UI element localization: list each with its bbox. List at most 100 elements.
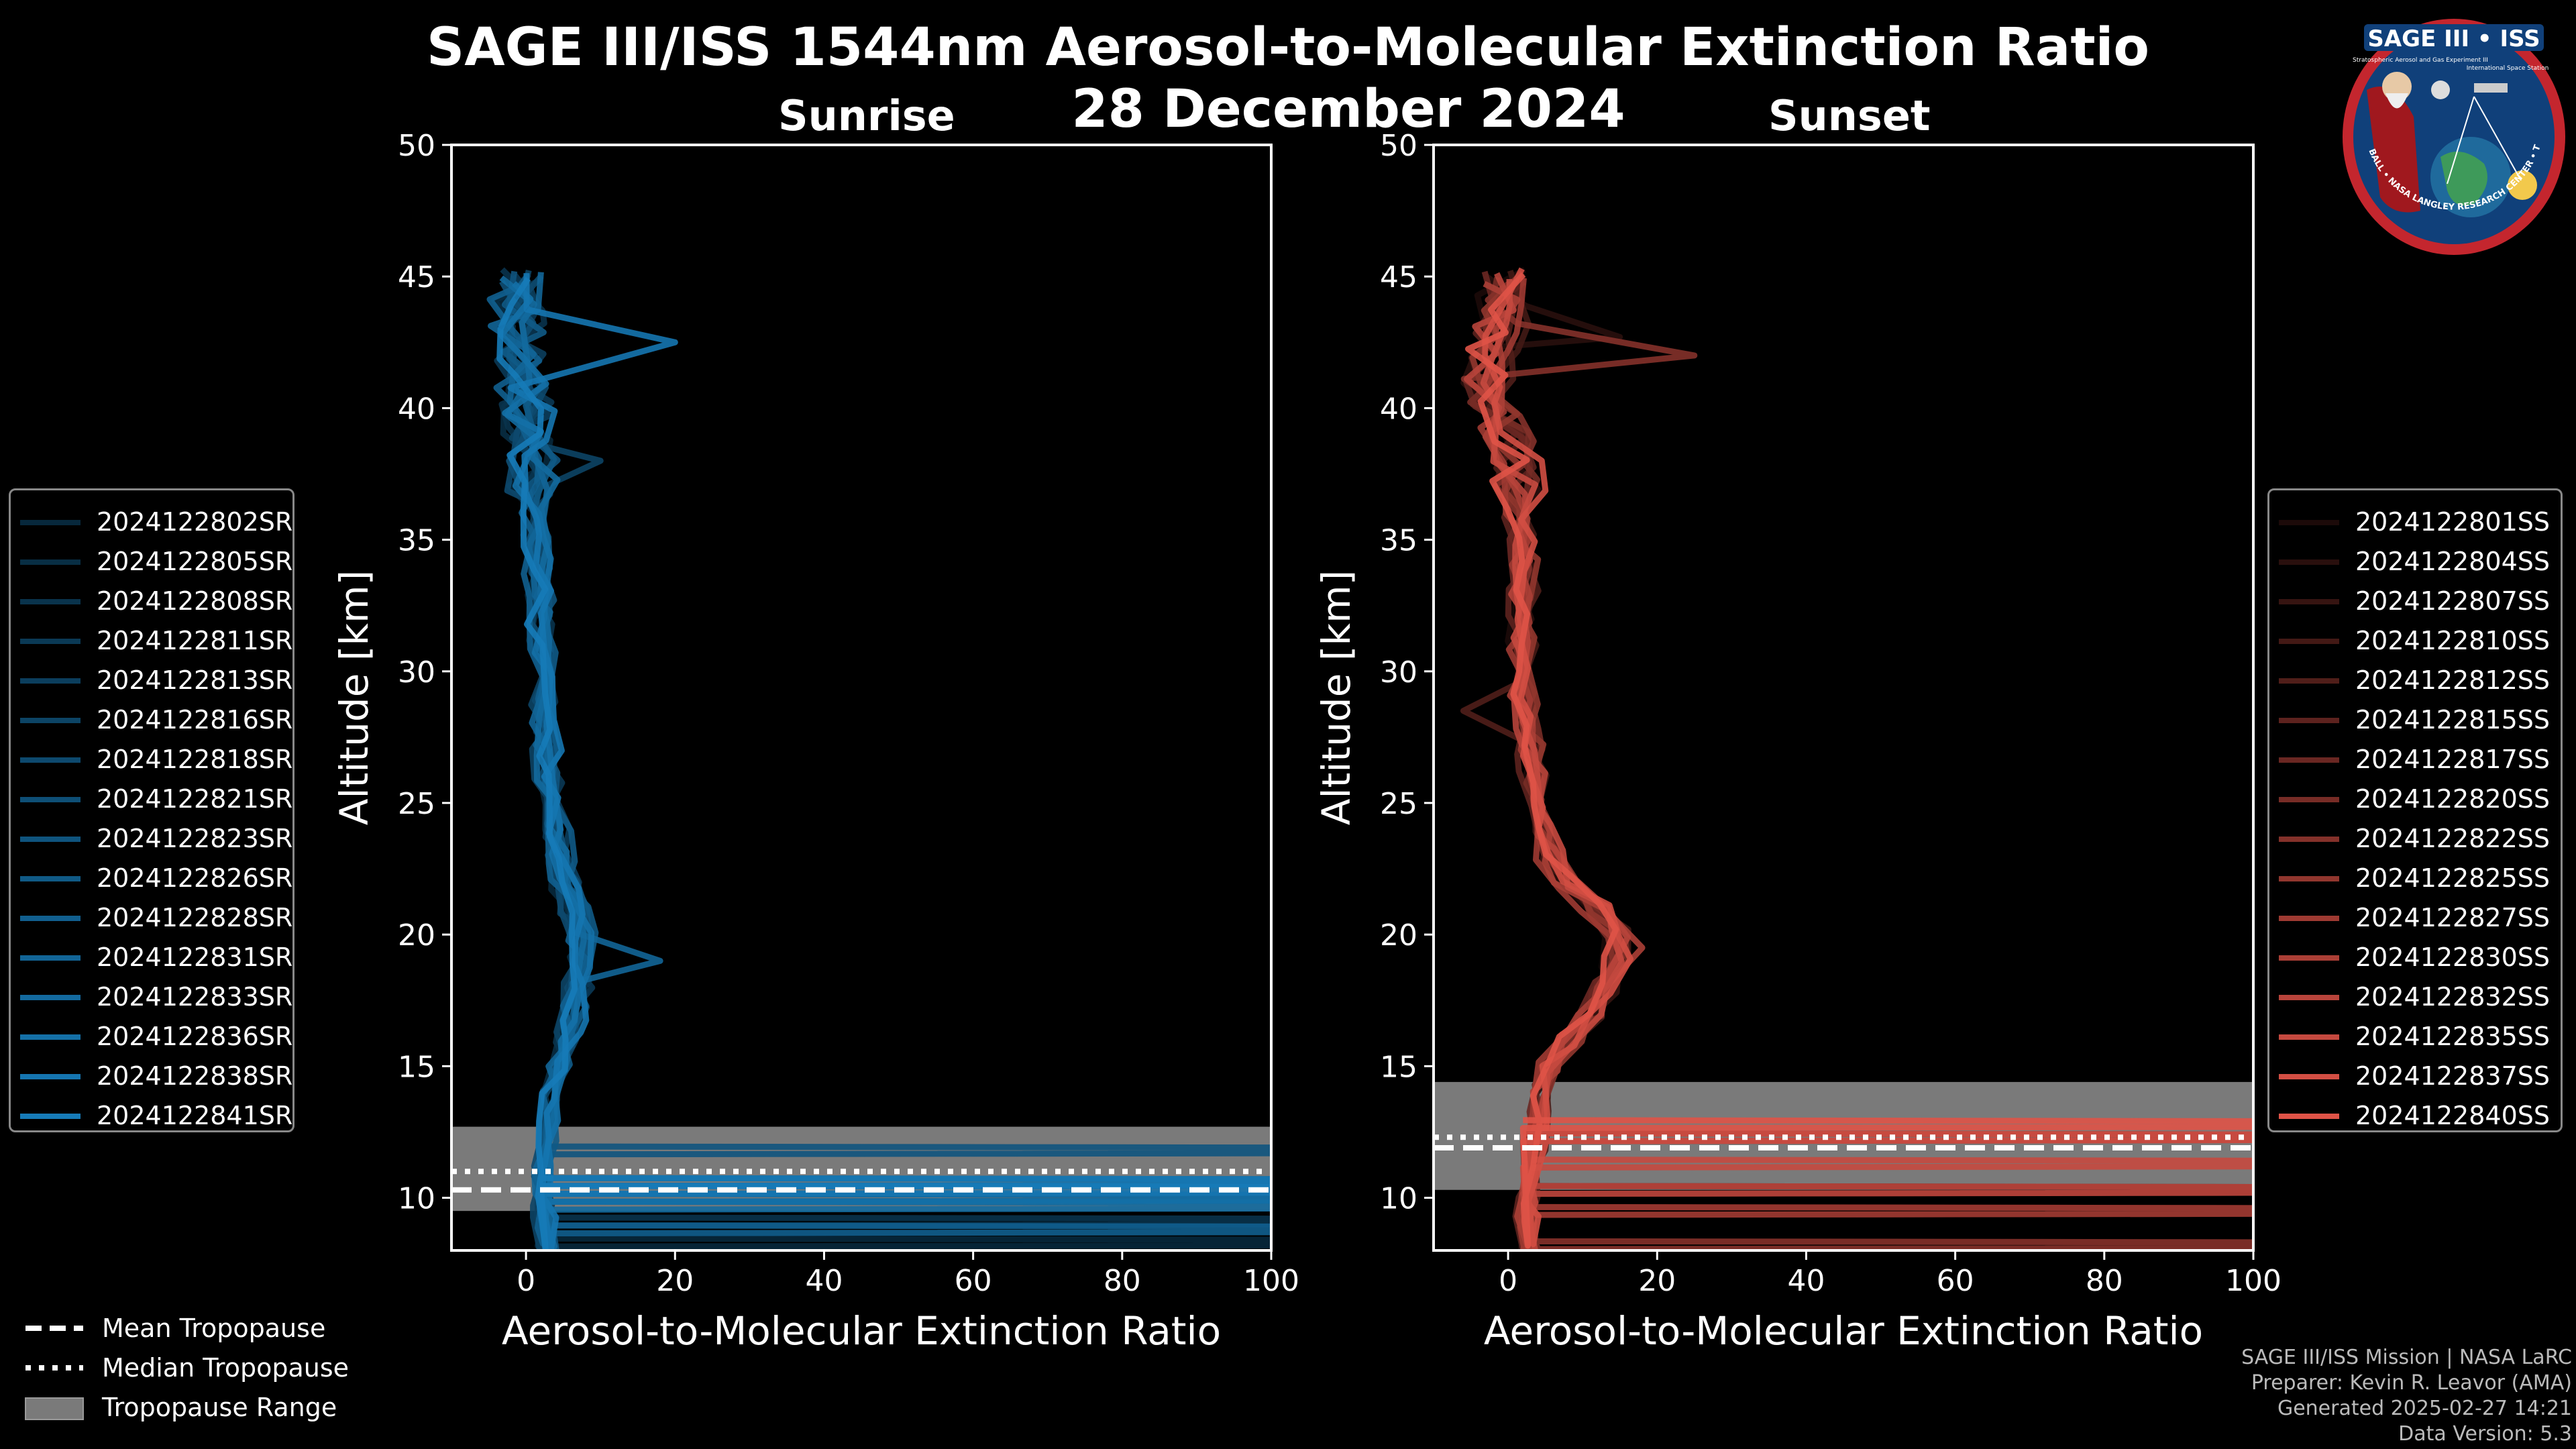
logo-moon (2431, 80, 2450, 99)
sunset-ytick-label: 25 (1380, 787, 1417, 821)
sunrise-legend-item: 2024122823SR (11, 819, 292, 858)
sunrise-ytick-label: 30 (398, 655, 435, 690)
sunrise-legend-label: 2024122841SR (97, 1101, 293, 1130)
sunset-legend-item: 2024122815SS (2269, 700, 2561, 739)
sunset-legend-swatch (2279, 1114, 2339, 1119)
sunrise-xtick-label: 0 (517, 1264, 535, 1298)
sunrise-ytick-label: 20 (398, 918, 435, 953)
sunset-legend-item: 2024122835SS (2269, 1017, 2561, 1056)
sunset-legend-label: 2024122807SS (2355, 586, 2551, 616)
sunrise-xtick-label: 80 (1104, 1264, 1141, 1298)
figure-date: 28 December 2024 (1071, 79, 1625, 140)
credits-generated: Generated 2025-02-27 14:21 (2277, 1397, 2572, 1420)
sunrise-series-2024122802SR (494, 272, 1271, 1250)
sunrise-series-2024122838SR (507, 273, 1271, 1250)
logo-iss (2474, 83, 2508, 93)
sunset-legend-swatch (2279, 916, 2339, 921)
sunset-legend-label: 2024122822SS (2355, 824, 2551, 853)
sunset-legend-swatch (2279, 520, 2339, 525)
sunrise-legend-item: 2024122828SR (11, 898, 292, 937)
sunset-legend-label: 2024122840SS (2355, 1101, 2551, 1130)
sunset-legend-item: 2024122807SS (2269, 582, 2561, 621)
sunset-ytick-label: 35 (1380, 524, 1417, 558)
sunset-legend-label: 2024122835SS (2355, 1022, 2551, 1051)
sunrise-legend-label: 2024122818SR (97, 745, 293, 774)
sunrise-ytick-label: 25 (398, 787, 435, 821)
sunset-xtick-label: 60 (1937, 1264, 1974, 1298)
sunrise-legend-label: 2024122826SR (97, 863, 293, 893)
sunset-legend-swatch (2279, 837, 2339, 842)
tropopause-range-label: Tropopause Range (102, 1393, 337, 1422)
sunset-legend-item: 2024122832SS (2269, 977, 2561, 1016)
sunrise-legend-label: 2024122802SR (97, 507, 293, 537)
sunrise-legend-swatch (20, 718, 80, 723)
sunrise-legend-swatch (20, 995, 80, 1000)
sunrise-legend-item: 2024122841SR (11, 1096, 292, 1135)
logo-figure (2367, 87, 2420, 213)
sunset-plot-area (1434, 267, 2253, 1250)
sunset-axes: 0 20 40 60 80 100 10 15 20 25 30 35 40 45 50 Aerosol-to… (1313, 129, 2282, 1354)
sunrise-series-2024122813SR (499, 279, 1271, 1250)
sunset-ytick-label: 15 (1380, 1050, 1417, 1084)
sunset-legend-label: 2024122801SS (2355, 507, 2551, 537)
median-tropopause-label: Median Tropopause (102, 1353, 349, 1383)
sunrise-xtick-label: 40 (805, 1264, 843, 1298)
sunrise-legend-item: 2024122831SR (11, 938, 292, 977)
sunset-legend-label: 2024122815SS (2355, 705, 2551, 735)
sunrise-legend-item: 2024122833SR (11, 977, 292, 1016)
sunrise-legend-label: 2024122838SR (97, 1061, 293, 1091)
sunset-legend: 2024122801SS 2024122804SS 2024122807SS 2024… (2267, 488, 2563, 1132)
sunrise-legend-item: 2024122838SR (11, 1057, 292, 1095)
sunrise-legend: 2024122802SR 2024122805SR 2024122808SR 2024… (9, 488, 294, 1132)
sunrise-xtick-label: 20 (656, 1264, 694, 1298)
sunset-ytick-label: 40 (1380, 392, 1417, 426)
sunrise-legend-label: 2024122821SR (97, 784, 293, 814)
sunset-series-2024122837SS (1482, 267, 2253, 1248)
sunrise-legend-swatch (20, 639, 80, 644)
sunrise-legend-item: 2024122821SR (11, 780, 292, 818)
sunrise-legend-label: 2024122811SR (97, 626, 293, 655)
sunset-legend-item: 2024122822SS (2269, 819, 2561, 858)
sunset-legend-swatch (2279, 1074, 2339, 1079)
sunset-legend-swatch (2279, 995, 2339, 1000)
sunset-legend-item: 2024122804SS (2269, 542, 2561, 581)
sunrise-legend-label: 2024122833SR (97, 982, 293, 1012)
sunset-legend-swatch (2279, 876, 2339, 881)
sunset-legend-item: 2024122812SS (2269, 661, 2561, 700)
sunset-legend-swatch (2279, 757, 2339, 763)
sunset-legend-swatch (2279, 1034, 2339, 1040)
sunset-legend-label: 2024122837SS (2355, 1061, 2551, 1091)
sunset-ytick-label: 45 (1380, 260, 1417, 294)
sunset-legend-swatch (2279, 718, 2339, 723)
sunset-series-2024122840SS (1465, 272, 2253, 1249)
sunset-legend-item: 2024122837SS (2269, 1057, 2561, 1095)
sunset-legend-label: 2024122810SS (2355, 626, 2551, 655)
sunrise-legend-item: 2024122808SR (11, 582, 292, 621)
sunset-legend-label: 2024122804SS (2355, 547, 2551, 576)
sunrise-xaxis-label: Aerosol-to-Molecular Extinction Ratio (502, 1308, 1221, 1354)
sunrise-frame (450, 144, 1273, 1252)
sunset-ytick-label: 30 (1380, 655, 1417, 690)
sunrise-legend-swatch (20, 1114, 80, 1119)
sunrise-legend-item: 2024122813SR (11, 661, 292, 700)
sunset-legend-swatch (2279, 639, 2339, 644)
sunset-xtick-label: 100 (2225, 1264, 2282, 1298)
sunrise-legend-swatch (20, 837, 80, 842)
sunset-legend-label: 2024122817SS (2355, 745, 2551, 774)
logo-title: SAGE III • ISS (2367, 25, 2540, 52)
sunset-legend-item: 2024122840SS (2269, 1096, 2561, 1135)
sunrise-ytick-label: 35 (398, 524, 435, 558)
sunrise-legend-label: 2024122813SR (97, 665, 293, 695)
sunrise-legend-swatch (20, 599, 80, 604)
sunset-frame (1432, 144, 2255, 1252)
sunset-ytick-label: 20 (1380, 918, 1417, 953)
mean-tropopause-label: Mean Tropopause (102, 1313, 326, 1343)
sunrise-legend-swatch (20, 916, 80, 921)
sunset-legend-item: 2024122820SS (2269, 780, 2561, 818)
sunrise-series-2024122823SR (505, 270, 1271, 1250)
figure-title: SAGE III/ISS 1544nm Aerosol-to-Molecular… (427, 17, 2149, 78)
sunrise-legend-label: 2024122816SR (97, 705, 293, 735)
sunset-legend-item: 2024122830SS (2269, 938, 2561, 977)
sunset-legend-item: 2024122817SS (2269, 740, 2561, 779)
